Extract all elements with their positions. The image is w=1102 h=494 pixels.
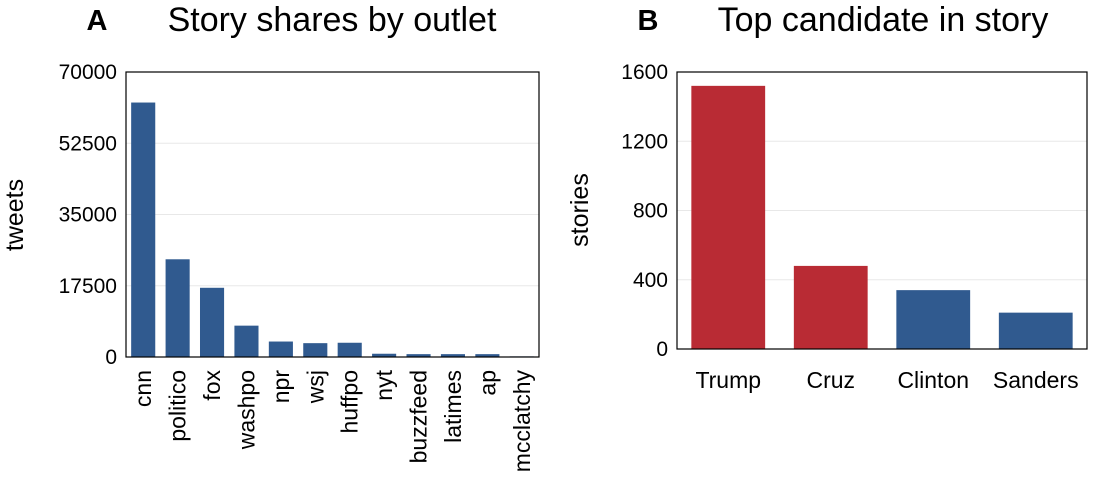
bar-cnn	[131, 102, 156, 358]
panel-a-plot-frame	[125, 71, 540, 358]
y-tick-label: 400	[633, 269, 668, 292]
panel-a-bars	[131, 102, 534, 358]
panel-a-x-ticks: cnn politico fox washpo npr wsj huffpo nyt buzzf…	[130, 369, 535, 472]
bar-nyt	[372, 353, 397, 357]
panel-b-letter: B	[638, 5, 659, 37]
x-tick-label-npr: npr	[268, 370, 294, 404]
panel-a-y-ticks: 0 17500 35000 52500 70000	[59, 61, 117, 369]
bar-wsj	[303, 343, 328, 357]
panel-b-x-ticks: Trump Cruz Clinton Sanders	[695, 367, 1078, 393]
bar-latimes	[440, 354, 466, 357]
bar-Trump	[691, 85, 766, 349]
x-tick-label-wsj: wsj	[302, 370, 328, 404]
x-tick-label-nyt: nyt	[371, 369, 397, 400]
panel-a-letter: A	[87, 5, 108, 37]
x-tick-label-washpo: washpo	[233, 370, 259, 450]
x-tick-label-fox: fox	[199, 370, 225, 401]
bar-Sanders	[998, 312, 1073, 349]
y-tick-label: 0	[656, 338, 668, 361]
bar-Clinton	[896, 290, 971, 349]
y-tick-label: 70000	[59, 61, 117, 84]
x-tick-label-Cruz: Cruz	[806, 367, 855, 393]
x-tick-label-Trump: Trump	[695, 367, 761, 393]
bar-huffpo	[337, 342, 362, 357]
x-tick-label-cnn: cnn	[130, 370, 156, 407]
panel-a: A Story shares by outlet tweets 0 17500 35…	[1, 1, 540, 472]
x-tick-label-Clinton: Clinton	[897, 367, 969, 393]
y-tick-label: 17500	[59, 275, 117, 298]
bar-ap	[475, 354, 500, 357]
y-tick-label: 1600	[621, 61, 668, 84]
y-tick-label: 52500	[59, 132, 117, 155]
y-tick-label: 800	[633, 200, 668, 223]
bar-buzzfeed	[406, 354, 431, 357]
panel-a-y-axis-label: tweets	[1, 179, 29, 251]
x-tick-label-latimes: latimes	[440, 370, 466, 443]
bar-Cruz	[793, 265, 868, 349]
panel-b-y-axis-label: stories	[566, 173, 594, 247]
y-tick-label: 0	[105, 346, 117, 369]
x-tick-label-ap: ap	[474, 370, 500, 396]
x-tick-label-huffpo: huffpo	[337, 370, 363, 434]
panel-b-bars	[691, 85, 1073, 349]
panel-b-y-ticks: 0 400 800 1200 1600	[621, 61, 668, 361]
y-tick-label: 1200	[621, 130, 668, 153]
panel-b: B Top candidate in story stories 0 400 800…	[566, 1, 1088, 393]
bar-fox	[199, 287, 225, 357]
x-tick-label-buzzfeed: buzzfeed	[406, 370, 432, 463]
bar-politico	[165, 259, 190, 357]
y-tick-label: 35000	[59, 204, 117, 227]
panel-a-title: Story shares by outlet	[168, 1, 497, 39]
x-tick-label-Sanders: Sanders	[993, 367, 1079, 393]
bar-washpo	[234, 325, 259, 357]
panel-b-title: Top candidate in story	[718, 1, 1049, 39]
bar-npr	[268, 341, 293, 357]
x-tick-label-politico: politico	[165, 370, 191, 442]
x-tick-label-mcclatchy: mcclatchy	[509, 370, 535, 473]
panel-a-gridlines	[126, 142, 539, 287]
panel-b-plot-frame	[676, 71, 1088, 350]
